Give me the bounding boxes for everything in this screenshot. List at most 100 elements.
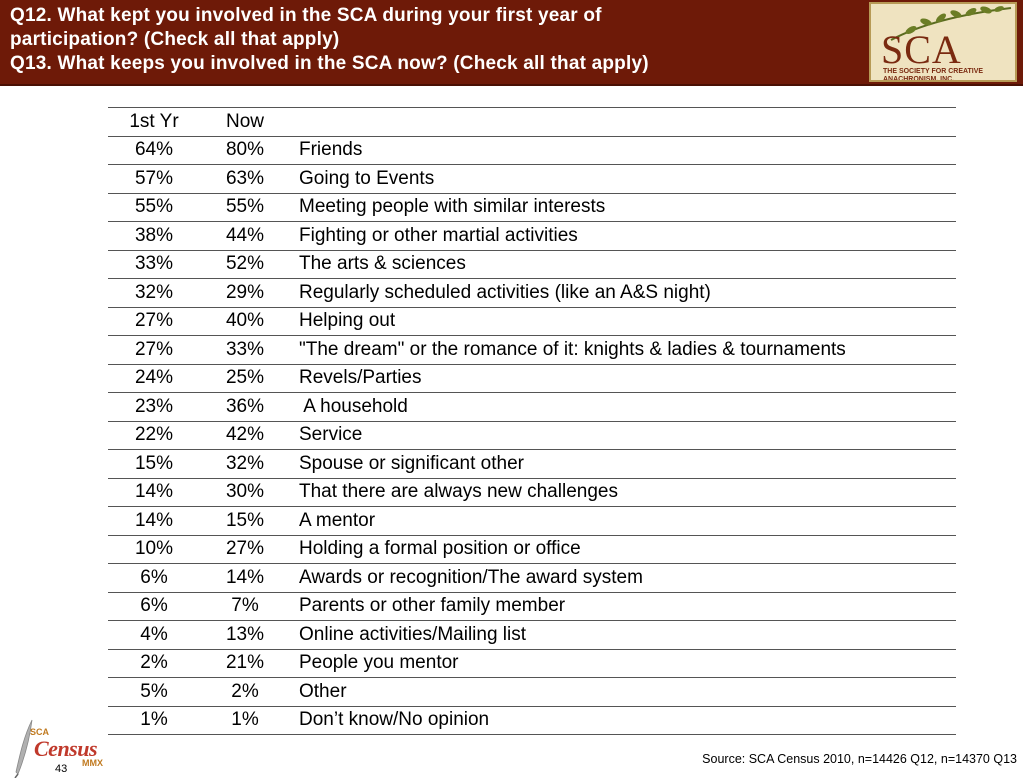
- table-row: 38% 44% Fighting or other martial activiti…: [108, 221, 956, 250]
- table-header-row: 1st Yr Now: [108, 107, 956, 136]
- cell-now: 80%: [200, 135, 290, 165]
- table-row: 24% 25% Revels/Parties: [108, 363, 956, 393]
- cell-first-year: 4%: [108, 620, 200, 649]
- cell-now: 33%: [200, 335, 290, 364]
- slide-title: Q12. What kept you involved in the SCA d…: [10, 4, 860, 76]
- cell-reason: Regularly scheduled activities (like an …: [290, 278, 956, 307]
- results-table: 1st Yr Now 64% 80% Friends 57% 63% Going to E…: [108, 107, 956, 735]
- cell-now: 30%: [200, 477, 290, 507]
- table-row: 4% 13% Online activities/Mailing list: [108, 620, 956, 649]
- cell-reason: Going to Events: [290, 164, 956, 193]
- table-row: 6% 7% Parents or other family member: [108, 591, 956, 621]
- cell-reason: Online activities/Mailing list: [290, 620, 956, 649]
- cell-first-year: 23%: [108, 392, 200, 421]
- cell-reason: "The dream" or the romance of it: knight…: [290, 335, 956, 364]
- table-row: 64% 80% Friends: [108, 135, 956, 165]
- cell-now: 63%: [200, 164, 290, 193]
- cell-first-year: 27%: [108, 335, 200, 364]
- table-row: 5% 2% Other: [108, 677, 956, 706]
- cell-now: 52%: [200, 249, 290, 279]
- table-row: 33% 52% The arts & sciences: [108, 249, 956, 279]
- cell-now: 29%: [200, 278, 290, 307]
- logo-subtext: THE SOCIETY FOR CREATIVE ANACHRONISM, IN…: [883, 68, 984, 82]
- table-row: 57% 63% Going to Events: [108, 164, 956, 193]
- cell-first-year: 32%: [108, 278, 200, 307]
- cell-reason: A mentor: [290, 506, 956, 535]
- cell-now: 40%: [200, 306, 290, 336]
- cell-reason: Don’t know/No opinion: [290, 705, 956, 735]
- cell-reason: Awards or recognition/The award system: [290, 563, 956, 592]
- cell-reason: The arts & sciences: [290, 249, 956, 279]
- cell-now: 21%: [200, 648, 290, 678]
- cell-now: 2%: [200, 677, 290, 706]
- cell-first-year: 6%: [108, 591, 200, 621]
- table-row: 27% 33% "The dream" or the romance of it: …: [108, 335, 956, 364]
- table-row: 14% 30% That there are always new challeng…: [108, 477, 956, 507]
- laurel-vine-icon: [890, 6, 1012, 41]
- column-header-first-year: 1st Yr: [108, 107, 200, 136]
- cell-reason: Other: [290, 677, 956, 706]
- cell-first-year: 14%: [108, 477, 200, 507]
- cell-first-year: 1%: [108, 705, 200, 735]
- cell-now: 32%: [200, 449, 290, 478]
- cell-first-year: 22%: [108, 420, 200, 450]
- cell-first-year: 38%: [108, 221, 200, 250]
- logo-text: SCA: [881, 27, 962, 72]
- cell-reason: Helping out: [290, 306, 956, 336]
- cell-first-year: 27%: [108, 306, 200, 336]
- title-line-2: participation? (Check all that apply): [10, 29, 340, 50]
- cell-reason: Fighting or other martial activities: [290, 221, 956, 250]
- census-logo: Census: [34, 736, 98, 761]
- column-header-reason: [290, 107, 956, 136]
- cell-first-year: 2%: [108, 648, 200, 678]
- cell-reason: Service: [290, 420, 956, 450]
- table-row: 23% 36% A household: [108, 392, 956, 421]
- cell-now: 7%: [200, 591, 290, 621]
- title-line-3: Q13. What keeps you involved in the SCA …: [10, 53, 649, 74]
- cell-now: 15%: [200, 506, 290, 535]
- table-row: 22% 42% Service: [108, 420, 956, 450]
- sca-logo: SCA THE SOCIETY FOR CREATIVE ANACHRONISM…: [869, 2, 1017, 82]
- column-header-now: Now: [200, 107, 290, 136]
- cell-first-year: 10%: [108, 534, 200, 564]
- cell-reason: A household: [290, 392, 956, 421]
- cell-reason: That there are always new challenges: [290, 477, 956, 507]
- cell-reason: People you mentor: [290, 648, 956, 678]
- table-row: 15% 32% Spouse or significant other: [108, 449, 956, 478]
- cell-first-year: 14%: [108, 506, 200, 535]
- table-row: 27% 40% Helping out: [108, 306, 956, 336]
- cell-first-year: 24%: [108, 363, 200, 393]
- table-row: 2% 21% People you mentor: [108, 648, 956, 678]
- cell-now: 13%: [200, 620, 290, 649]
- cell-first-year: 33%: [108, 249, 200, 279]
- cell-first-year: 57%: [108, 164, 200, 193]
- slide-header: Q12. What kept you involved in the SCA d…: [0, 0, 1023, 86]
- quill-icon: [14, 719, 33, 778]
- cell-reason: Meeting people with similar interests: [290, 192, 956, 222]
- cell-first-year: 5%: [108, 677, 200, 706]
- cell-now: 44%: [200, 221, 290, 250]
- census-logo-sca: SCA: [30, 727, 50, 737]
- cell-now: 27%: [200, 534, 290, 564]
- cell-now: 14%: [200, 563, 290, 592]
- cell-reason: Holding a formal position or office: [290, 534, 956, 564]
- title-line-1: Q12. What kept you involved in the SCA d…: [10, 5, 602, 26]
- page-number: 43: [55, 763, 68, 775]
- table-row: 32% 29% Regularly scheduled activities (li…: [108, 278, 956, 307]
- cell-now: 1%: [200, 705, 290, 735]
- table-row: 1% 1% Don’t know/No opinion: [108, 705, 956, 735]
- source-note: Source: SCA Census 2010, n=14426 Q12, n=…: [702, 752, 1017, 766]
- census-logo-year: MMX: [82, 758, 103, 768]
- table-row: 10% 27% Holding a formal position or offic…: [108, 534, 956, 564]
- cell-first-year: 6%: [108, 563, 200, 592]
- table-row: 55% 55% Meeting people with similar intere…: [108, 192, 956, 222]
- cell-first-year: 15%: [108, 449, 200, 478]
- cell-first-year: 55%: [108, 192, 200, 222]
- cell-first-year: 64%: [108, 135, 200, 165]
- cell-now: 55%: [200, 192, 290, 222]
- table-row: 14% 15% A mentor: [108, 506, 956, 535]
- cell-now: 36%: [200, 392, 290, 421]
- cell-now: 42%: [200, 420, 290, 450]
- cell-reason: Revels/Parties: [290, 363, 956, 393]
- cell-reason: Friends: [290, 135, 956, 165]
